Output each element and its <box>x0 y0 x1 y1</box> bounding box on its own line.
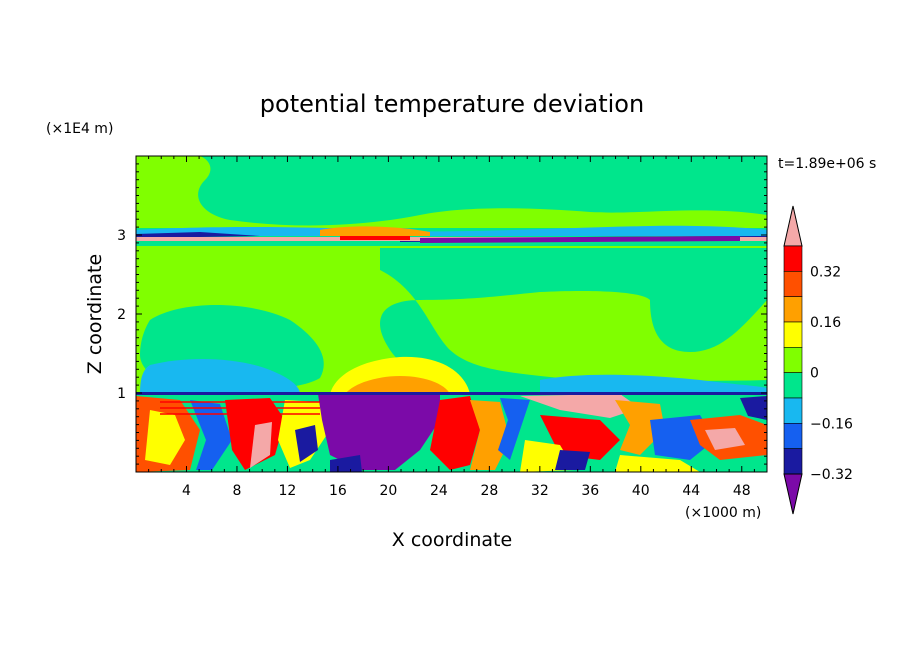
field-zone <box>136 156 767 226</box>
colorbar-min-arrow <box>783 473 803 515</box>
colorbar-label: 0 <box>810 366 819 382</box>
colorbar-box <box>783 271 803 297</box>
field-zone <box>145 410 185 465</box>
field-zone <box>420 236 740 243</box>
x-axis: 4 8 12 16 20 24 28 32 36 40 44 48 <box>148 156 755 499</box>
x-tick-label: 40 <box>632 483 650 499</box>
colorbar-box <box>783 397 803 424</box>
colorbar-box <box>783 372 803 399</box>
field-zone <box>345 376 450 394</box>
field-zone <box>140 358 300 394</box>
chart-title: potential temperature deviation <box>260 90 644 118</box>
x-axis-label: X coordinate <box>392 529 512 551</box>
field-zone <box>555 450 590 470</box>
field-zone <box>430 396 480 470</box>
field-zone <box>615 400 665 455</box>
field-zone <box>136 225 767 236</box>
colorbar-label: −0.16 <box>810 416 853 432</box>
x-tick-label: 28 <box>480 483 498 499</box>
x-tick-label: 4 <box>182 483 191 499</box>
x-tick-label: 24 <box>430 483 448 499</box>
colorbar-box <box>783 347 803 373</box>
colorbar-box <box>783 423 803 449</box>
field-zone <box>740 396 767 420</box>
field-zone <box>160 401 320 415</box>
field-zone <box>190 400 232 470</box>
field-zone <box>470 400 510 470</box>
field-zone <box>295 425 318 462</box>
field-zone <box>705 428 745 450</box>
y-unit-label: (×1E4 m) <box>46 121 113 137</box>
colorbar-box <box>783 448 803 475</box>
time-label: t=1.89e+06 s <box>778 156 876 172</box>
y-axis-label: Z coordinate <box>84 254 106 374</box>
plot-area <box>136 156 767 472</box>
field-zone <box>498 398 530 460</box>
x-unit-label: (×1000 m) <box>685 505 761 521</box>
x-tick-label: 12 <box>279 483 297 499</box>
x-tick-label: 8 <box>232 483 241 499</box>
y-tick-label: 2 <box>117 307 126 323</box>
colorbar-label: 0.32 <box>810 264 841 280</box>
colorbar-label: −0.32 <box>810 467 853 483</box>
field-interface-lower <box>136 392 767 395</box>
field-zone <box>520 394 640 418</box>
x-tick-label: 44 <box>682 483 700 499</box>
y-tick-label: 3 <box>117 228 126 244</box>
y-axis: 1 2 3 <box>117 163 767 465</box>
colorbar-box <box>783 296 803 323</box>
x-tick-label: 48 <box>733 483 751 499</box>
field-zone <box>615 455 700 472</box>
field-zone <box>250 422 272 468</box>
colorbar-box <box>783 245 803 272</box>
field-zone <box>540 374 767 394</box>
x-tick-label: 36 <box>581 483 599 499</box>
x-tick-label: 32 <box>531 483 549 499</box>
y-tick-label: 1 <box>117 386 126 402</box>
colorbar-max-arrow <box>783 205 803 247</box>
field-zone <box>318 394 440 470</box>
field-zone <box>380 248 767 392</box>
colorbar-label: 0.16 <box>810 315 841 331</box>
colorbar: 0.32 0.16 0 −0.16 −0.32 <box>783 205 853 515</box>
x-tick-label: 16 <box>329 483 347 499</box>
field-zone <box>320 226 430 236</box>
x-tick-label: 20 <box>379 483 397 499</box>
colorbar-box <box>783 321 803 348</box>
